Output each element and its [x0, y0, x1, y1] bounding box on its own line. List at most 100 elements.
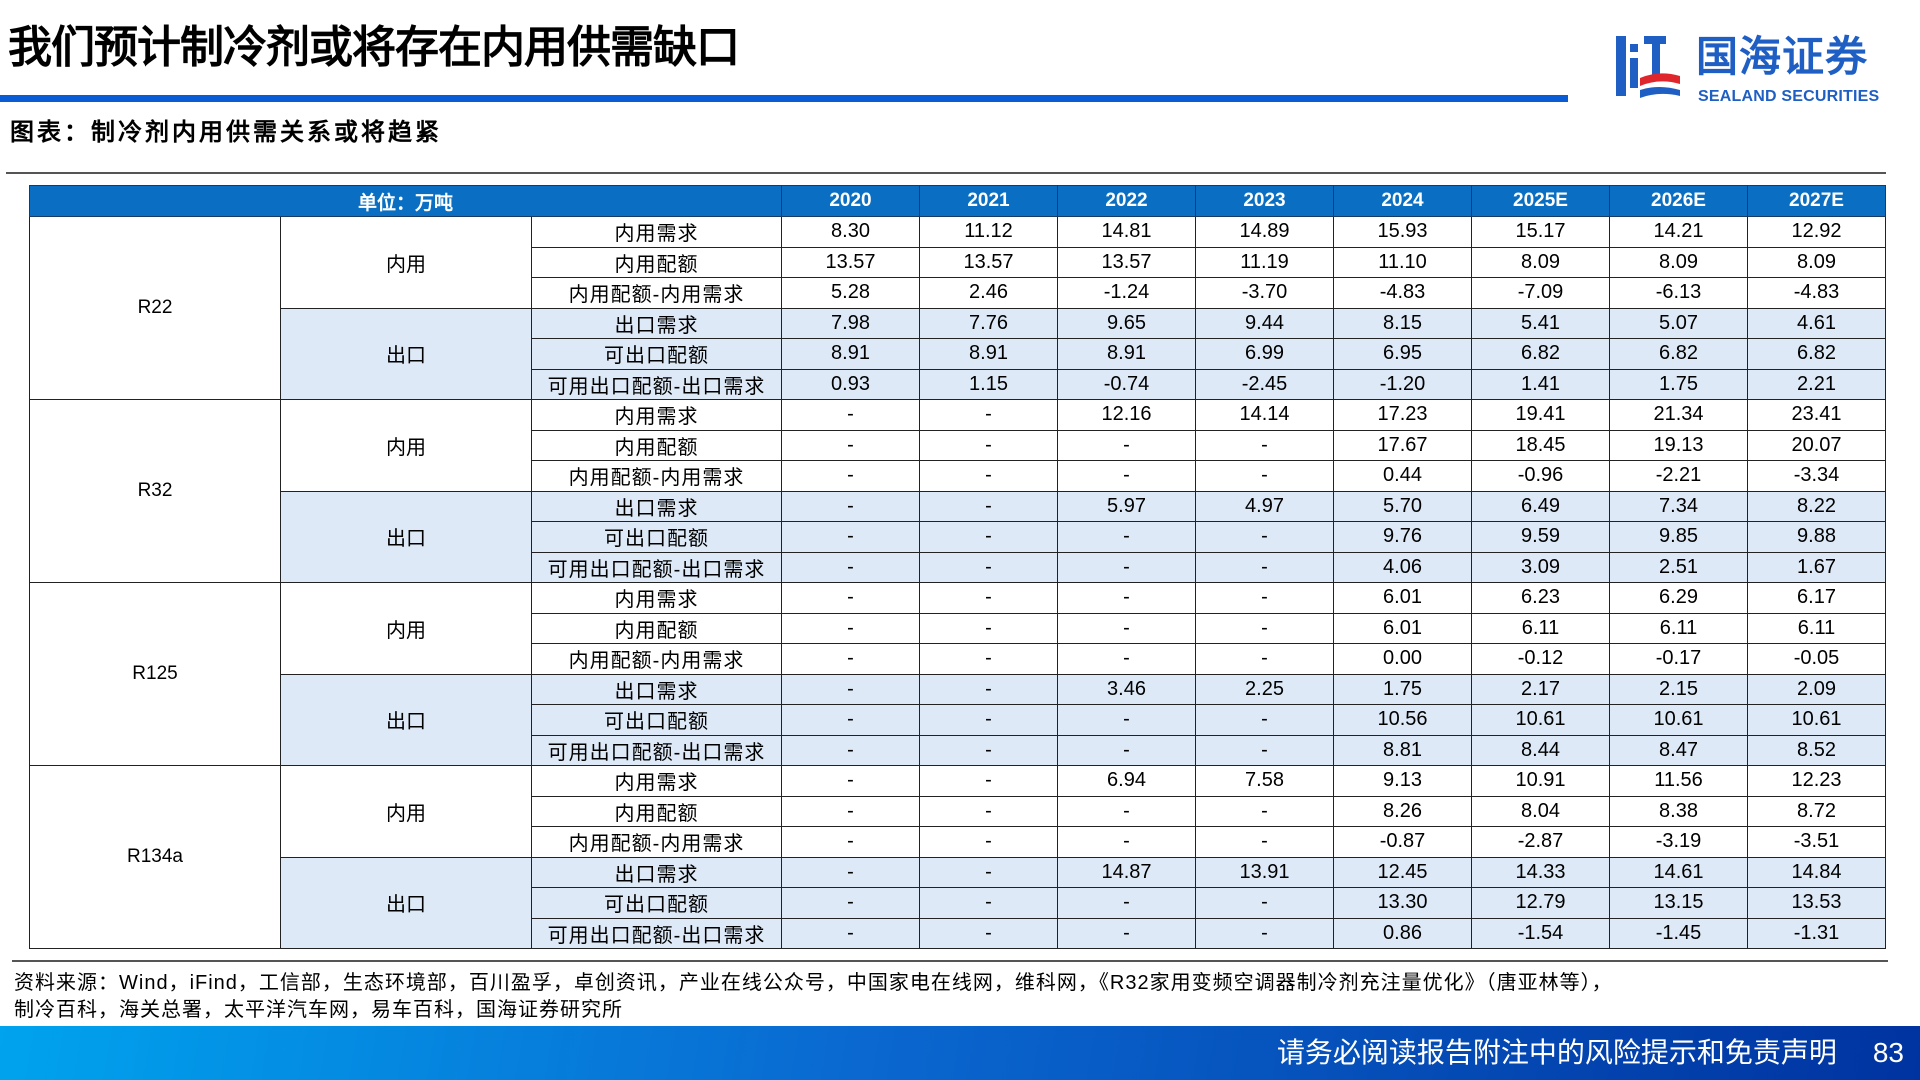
- value-cell: 6.11: [1609, 612, 1748, 644]
- value-cell: -: [781, 704, 920, 736]
- value-cell: 14.14: [1195, 399, 1334, 431]
- year-header: 2027E: [1747, 185, 1886, 217]
- table-row: 可出口配额 - - - -13.30 12.79 13.15 13.53: [30, 887, 1886, 919]
- metric-label: 内用配额: [531, 612, 782, 644]
- value-cell: -: [781, 582, 920, 614]
- value-cell: 0.86: [1333, 917, 1472, 949]
- value-cell: -: [1195, 704, 1334, 736]
- table-row: 可用出口配额-出口需求 - - - -4.06 3.09 2.51 1.67: [30, 551, 1886, 583]
- value-cell: -: [1195, 582, 1334, 614]
- page-title: 我们预计制冷剂或将存在内用供需缺口: [8, 23, 740, 72]
- value-cell: -2.45: [1195, 368, 1334, 400]
- value-cell: -: [1057, 460, 1196, 492]
- value-cell: 11.10: [1333, 246, 1472, 278]
- table-bottom-divider: [12, 960, 1888, 962]
- value-cell: 10.61: [1609, 704, 1748, 736]
- value-cell: -: [781, 460, 920, 492]
- metric-label: 可用出口配额-出口需求: [531, 551, 782, 583]
- metric-label: 可用出口配额-出口需求: [531, 734, 782, 766]
- value-cell: 13.53: [1747, 887, 1886, 919]
- table-row: 内用配额-内用需求 - - - -0.44 -0.96 -2.21 -3.34: [30, 460, 1886, 492]
- value-cell: -: [781, 673, 920, 705]
- table-row: 出口 出口需求 - -14.87 13.91 12.45 14.33 14.61 14.84: [30, 856, 1886, 949]
- value-cell: -: [919, 704, 1058, 736]
- value-cell: 21.34: [1609, 399, 1748, 431]
- value-cell: 6.94: [1057, 765, 1196, 797]
- value-cell: 11.12: [919, 216, 1058, 248]
- value-cell: 10.61: [1747, 704, 1886, 736]
- metric-label: 内用配额-内用需求: [531, 643, 782, 675]
- table-row: R134a 内用 内用需求 - -6.94 7.58 9.13 10.91 11.56 12.23: [29, 765, 1886, 949]
- value-cell: 12.45: [1333, 856, 1472, 888]
- value-cell: 1.75: [1333, 673, 1472, 705]
- logo-text-en: SEALAND SECURITIES: [1698, 88, 1880, 105]
- value-cell: 9.65: [1057, 307, 1196, 339]
- metric-label: 内用配额: [531, 429, 782, 461]
- metric-label: 出口需求: [531, 673, 782, 705]
- value-cell: 9.44: [1195, 307, 1334, 339]
- value-cell: 1.75: [1609, 368, 1748, 400]
- value-cell: -: [781, 765, 920, 797]
- value-cell: -: [1195, 795, 1334, 827]
- year-header: 2026E: [1609, 185, 1748, 217]
- logo-mark-icon: [1616, 36, 1680, 98]
- value-cell: 2.15: [1609, 673, 1748, 705]
- value-cell: -: [781, 429, 920, 461]
- value-cell: 9.59: [1471, 521, 1610, 553]
- value-cell: 9.88: [1747, 521, 1886, 553]
- value-cell: 8.30: [781, 216, 920, 248]
- value-cell: 4.97: [1195, 490, 1334, 522]
- value-cell: 12.92: [1747, 216, 1886, 248]
- metric-label: 内用配额-内用需求: [531, 826, 782, 858]
- refrigerant-supply-demand-table: 单位：万吨 2020 2021 2022 2023 2024 2025E 2026E 2027…: [29, 185, 1886, 949]
- value-cell: -3.19: [1609, 826, 1748, 858]
- table-row: 内用配额-内用需求 - - - - -0.87 -2.87 -3.19 -3.51: [30, 826, 1886, 858]
- value-cell: -: [1057, 643, 1196, 675]
- metric-label: 可出口配额: [531, 338, 782, 370]
- value-cell: -4.83: [1747, 277, 1886, 309]
- value-cell: 8.15: [1333, 307, 1472, 339]
- usage-group: 出口: [280, 490, 532, 583]
- metric-label: 出口需求: [531, 490, 782, 522]
- value-cell: -: [919, 582, 1058, 614]
- value-cell: -: [919, 795, 1058, 827]
- value-cell: 0.44: [1333, 460, 1472, 492]
- value-cell: -: [1195, 734, 1334, 766]
- usage-group: 出口: [280, 673, 532, 766]
- value-cell: -4.83: [1333, 277, 1472, 309]
- value-cell: 1.67: [1747, 551, 1886, 583]
- usage-group: 内用: [280, 582, 532, 675]
- metric-label: 可用出口配额-出口需求: [531, 917, 782, 949]
- value-cell: -: [781, 399, 920, 431]
- refrigerant-name: R134a: [29, 765, 281, 949]
- value-cell: 14.87: [1057, 856, 1196, 888]
- table-row: R22 内用 内用需求 8.30 11.12 14.81 14.89 15.93 15.17 14…: [29, 216, 1886, 400]
- value-cell: 5.97: [1057, 490, 1196, 522]
- value-cell: -3.70: [1195, 277, 1334, 309]
- value-cell: -: [781, 795, 920, 827]
- value-cell: -0.87: [1333, 826, 1472, 858]
- metric-label: 内用需求: [531, 582, 782, 614]
- metric-label: 可出口配额: [531, 704, 782, 736]
- value-cell: -: [919, 490, 1058, 522]
- value-cell: -: [1057, 734, 1196, 766]
- value-cell: -: [781, 490, 920, 522]
- year-header: 2021: [919, 185, 1058, 217]
- source-note: 资料来源：Wind，iFind，工信部，生态环境部，百川盈孚，卓创资讯，产业在线…: [14, 970, 1904, 1024]
- value-cell: 9.76: [1333, 521, 1472, 553]
- page-number: 83: [1872, 1037, 1904, 1068]
- value-cell: -: [1195, 643, 1334, 675]
- value-cell: 8.09: [1471, 246, 1610, 278]
- value-cell: 2.17: [1471, 673, 1610, 705]
- metric-label: 出口需求: [531, 307, 782, 339]
- value-cell: -2.87: [1471, 826, 1610, 858]
- value-cell: -: [1057, 795, 1196, 827]
- value-cell: 11.19: [1195, 246, 1334, 278]
- value-cell: 7.98: [781, 307, 920, 339]
- disclaimer-text: 请务必阅读报告附注中的风险提示和免责声明: [1276, 1037, 1837, 1068]
- value-cell: -: [1195, 917, 1334, 949]
- unit-label: 单位：万吨: [29, 185, 782, 217]
- value-cell: 14.84: [1747, 856, 1886, 888]
- value-cell: 13.15: [1609, 887, 1748, 919]
- value-cell: -: [781, 734, 920, 766]
